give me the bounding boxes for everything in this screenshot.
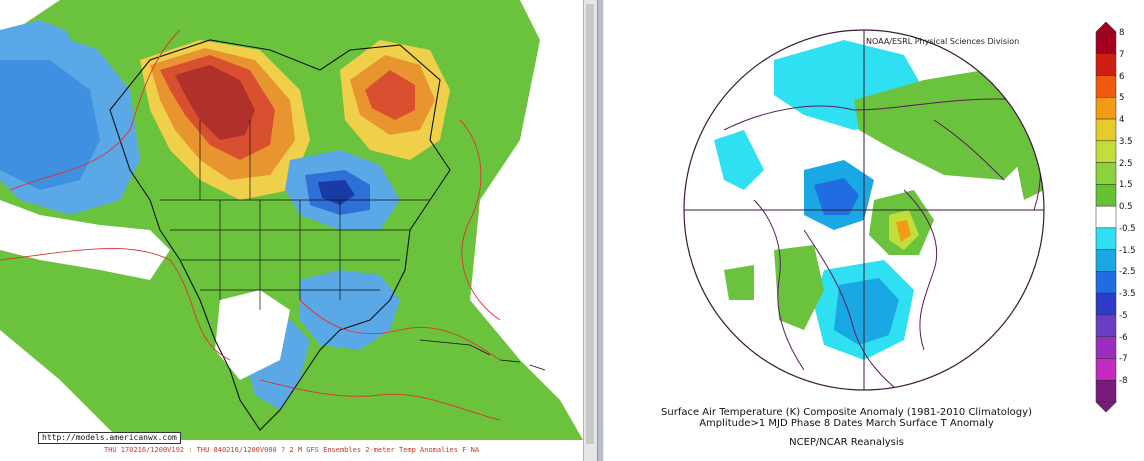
colorbar-swatch [1095, 227, 1117, 250]
colorbar [1095, 22, 1117, 412]
colorbar-tick-label: 3.5 [1119, 136, 1133, 147]
colorbar-tick-label: -0.5 [1119, 223, 1136, 234]
polar-anomaly-map [683, 29, 1045, 391]
colorbar-swatch [1095, 118, 1117, 142]
colorbar-tick-label: -1.5 [1119, 245, 1136, 256]
colorbar-tick-label: -7 [1119, 354, 1128, 365]
colorbar-tick-label: -2.5 [1119, 267, 1136, 278]
model-source-url[interactable]: http://models.americanwx.com [38, 432, 181, 444]
left-panel-scrollbar[interactable] [583, 0, 597, 461]
colorbar-swatch [1095, 358, 1117, 381]
colorbar-max-arrow [1095, 22, 1117, 33]
caption-subtitle: Amplitude>1 MJD Phase 8 Dates March Surf… [699, 418, 994, 429]
colorbar-tick-label: -3.5 [1119, 289, 1136, 300]
caption-source: NCEP/NCAR Reanalysis [789, 437, 904, 448]
colorbar-tick-label: 7 [1119, 49, 1125, 60]
colorbar-tick-label: -6 [1119, 332, 1128, 343]
colorbar-swatch [1095, 53, 1117, 76]
colorbar-swatch [1095, 97, 1117, 120]
colorbar-swatch [1095, 205, 1117, 229]
colorbar-tick-label: 6 [1119, 71, 1125, 82]
colorbar-swatch [1095, 271, 1117, 294]
colorbar-tick-label: 1.5 [1119, 180, 1133, 191]
scrollbar-thumb[interactable] [586, 4, 594, 444]
model-run-footer: THU 170216/1200V192 : THU 840216/1200V00… [0, 440, 583, 461]
colorbar-tick-label: 5 [1119, 93, 1125, 104]
colorbar-swatch [1095, 292, 1117, 316]
gfs-anomaly-map [0, 0, 583, 440]
colorbar-swatch [1095, 31, 1117, 55]
noaa-composite-panel: NOAA/ESRL Physical Sciences Division Sur… [604, 0, 1144, 461]
colorbar-swatch [1095, 162, 1117, 185]
colorbar-tick-label: 2.5 [1119, 158, 1133, 169]
colorbar-tick-label: -8 [1119, 376, 1128, 387]
colorbar-tick-label: 4 [1119, 115, 1125, 126]
colorbar-swatch [1095, 75, 1117, 98]
colorbar-swatch [1095, 249, 1117, 272]
colorbar-tick-label: -5 [1119, 310, 1128, 321]
gfs-anomaly-map-panel: http://models.americanwx.com THU 170216/… [0, 0, 597, 461]
colorbar-min-arrow [1095, 401, 1117, 412]
colorbar-tick-label: 0.5 [1119, 202, 1133, 213]
noaa-credit: NOAA/ESRL Physical Sciences Division [866, 37, 1020, 46]
colorbar-tick-label: 8 [1119, 28, 1125, 38]
model-run-footer-text: THU 170216/1200V192 : THU 840216/1200V00… [103, 446, 480, 454]
colorbar-swatch [1095, 140, 1117, 163]
panel-divider[interactable] [597, 0, 604, 461]
caption-title: Surface Air Temperature (K) Composite An… [661, 407, 1032, 418]
colorbar-swatch [1095, 184, 1117, 207]
colorbar-swatch [1095, 379, 1117, 403]
colorbar-swatch [1095, 314, 1117, 337]
colorbar-swatch [1095, 336, 1117, 359]
